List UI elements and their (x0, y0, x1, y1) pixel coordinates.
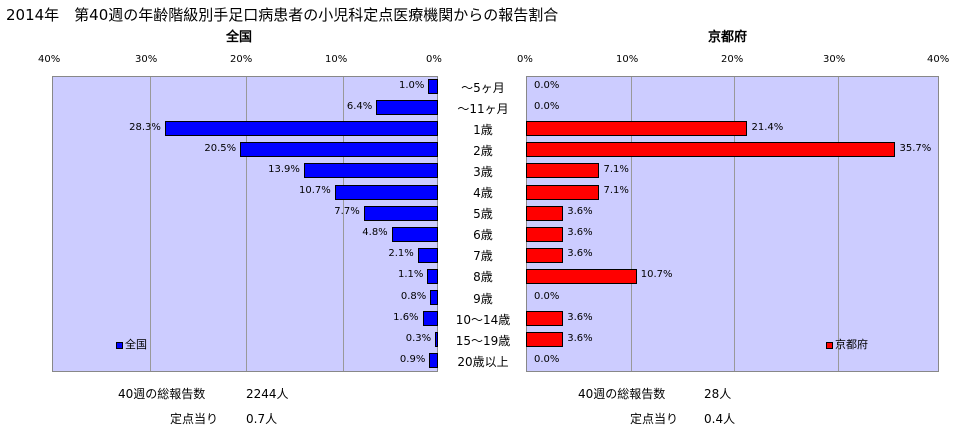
national-data-label: 0.9% (399, 353, 426, 365)
kyoto-total-label: 40週の総報告数 (578, 387, 666, 401)
kyoto-tick-40: 40% (927, 54, 950, 65)
national-data-label: 28.3% (129, 121, 161, 133)
national-legend: 全国 (116, 336, 147, 352)
national-total-label: 40週の総報告数 (118, 387, 206, 401)
kyoto-bar (526, 332, 564, 348)
kyoto-legend: 京都府 (826, 336, 868, 352)
kyoto-per-value: 0.4人 (704, 412, 736, 426)
kyoto-gridline (734, 77, 735, 371)
category-label: 3歳 (473, 164, 493, 179)
kyoto-data-label: 3.6% (567, 332, 593, 344)
kyoto-panel-title: 京都府 (708, 30, 748, 45)
category-label: 10～14歳 (455, 312, 511, 327)
national-tick-0: 0% (426, 54, 442, 65)
kyoto-gridline (838, 77, 839, 371)
category-label: 4歳 (473, 186, 493, 201)
national-data-label: 0.8% (400, 290, 427, 302)
kyoto-bar (526, 247, 564, 263)
category-label: 20歳以上 (457, 354, 509, 369)
national-panel-title: 全国 (226, 30, 253, 45)
national-bar (428, 79, 438, 95)
national-data-label: 1.0% (398, 79, 425, 91)
national-bar (334, 184, 438, 200)
national-bar (430, 290, 438, 306)
kyoto-bar (526, 142, 896, 158)
category-label: 6歳 (473, 228, 493, 243)
category-label: 5歳 (473, 207, 493, 222)
kyoto-data-label: 35.7% (899, 142, 932, 154)
national-data-label: 4.8% (362, 227, 388, 239)
kyoto-tick-10: 10% (616, 54, 639, 65)
kyoto-data-label: 0.0% (534, 100, 560, 112)
national-data-label: 10.7% (298, 185, 331, 197)
kyoto-data-label: 0.0% (534, 353, 560, 365)
category-label: 9歳 (473, 291, 493, 306)
national-data-label: 2.1% (388, 248, 414, 260)
kyoto-data-label: 3.6% (567, 248, 593, 260)
kyoto-data-label: 21.4% (751, 121, 784, 133)
national-gridline (150, 77, 151, 371)
category-label: 15～19歳 (455, 333, 511, 348)
kyoto-tick-20: 20% (721, 54, 744, 65)
national-bar (363, 205, 438, 221)
national-legend-label: 全国 (125, 338, 147, 351)
national-bar (376, 100, 438, 116)
kyoto-bar (526, 226, 564, 242)
national-tick-40: 40% (38, 54, 61, 65)
kyoto-tick-30: 30% (823, 54, 846, 65)
national-data-label: 13.9% (268, 163, 300, 175)
kyoto-legend-label: 京都府 (835, 338, 868, 351)
national-per-label: 定点当り (170, 412, 219, 426)
category-label: 2歳 (473, 143, 493, 158)
kyoto-data-label: 3.6% (567, 206, 593, 218)
kyoto-data-label: 0.0% (534, 79, 560, 91)
national-tick-20: 20% (230, 54, 253, 65)
national-bar (303, 163, 438, 179)
national-bar (240, 142, 438, 158)
national-data-label: 0.3% (405, 332, 432, 344)
chart-title: 2014年 第40週の年齢階級別手足口病患者の小児科定点医療機関からの報告割合 (6, 6, 559, 24)
national-legend-swatch (116, 341, 123, 349)
kyoto-data-label: 10.7% (640, 269, 673, 281)
national-data-label: 6.4% (346, 100, 373, 112)
national-data-label: 7.7% (334, 206, 360, 218)
national-bar (435, 332, 438, 348)
category-label: 8歳 (473, 270, 493, 285)
kyoto-per-label: 定点当り (630, 412, 679, 426)
national-gridline (246, 77, 247, 371)
kyoto-data-label: 0.0% (534, 290, 560, 302)
national-bar (391, 226, 438, 242)
kyoto-total-value: 28人 (704, 387, 732, 401)
national-bar (427, 268, 438, 284)
kyoto-data-label: 3.6% (567, 311, 593, 323)
kyoto-gridline (631, 77, 632, 371)
national-bar (429, 353, 438, 369)
kyoto-data-label: 7.1% (603, 185, 629, 197)
national-data-label: 1.1% (397, 269, 424, 281)
national-tick-30: 30% (135, 54, 158, 65)
category-label: ～5ヶ月 (461, 80, 505, 95)
kyoto-legend-swatch (826, 341, 833, 349)
category-label: 1歳 (473, 122, 493, 137)
category-label: ～11ヶ月 (457, 101, 509, 116)
category-label: 7歳 (473, 249, 493, 264)
kyoto-data-label: 7.1% (603, 163, 629, 175)
kyoto-bar (526, 184, 600, 200)
national-bar (164, 121, 438, 137)
national-bar (417, 247, 438, 263)
kyoto-bar (526, 121, 748, 137)
national-per-value: 0.7人 (246, 412, 278, 426)
kyoto-data-label: 3.6% (567, 227, 593, 239)
national-data-label: 1.6% (393, 311, 419, 323)
national-tick-10: 10% (325, 54, 348, 65)
kyoto-bar (526, 205, 564, 221)
national-bar (422, 311, 438, 327)
national-gridline (343, 77, 344, 371)
national-total-value: 2244人 (246, 387, 289, 401)
national-data-label: 20.5% (204, 142, 237, 154)
kyoto-bar (526, 268, 637, 284)
kyoto-bar (526, 163, 600, 179)
kyoto-tick-0: 0% (517, 54, 533, 65)
kyoto-bar (526, 311, 564, 327)
